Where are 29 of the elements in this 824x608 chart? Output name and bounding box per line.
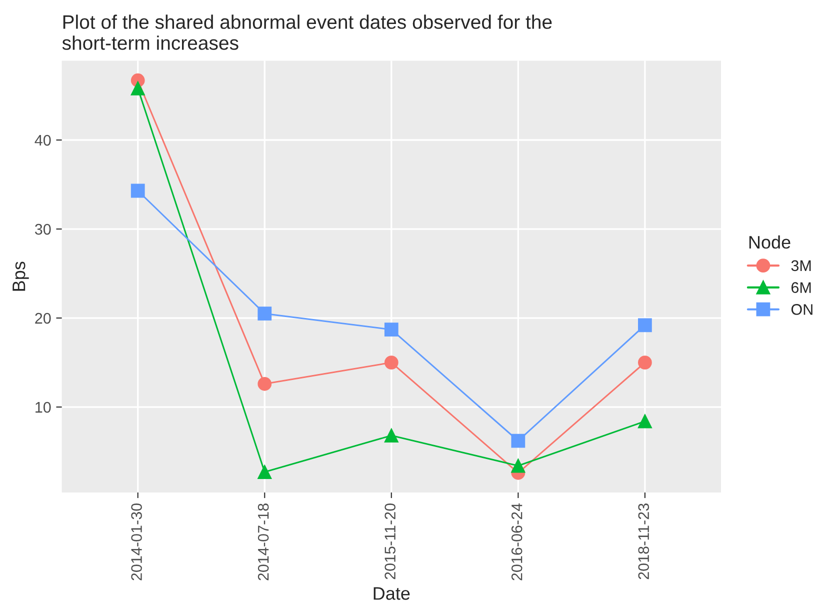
point: [130, 184, 145, 198]
y-tick-label: 10: [36, 402, 51, 413]
chart-title: Plot of the shared abnormal event dates observed for the short-term increases: [62, 14, 552, 50]
x-tick-label: 2014-07-18: [258, 504, 269, 580]
y-tick-label: 40: [34, 134, 51, 146]
point: [258, 376, 272, 391]
point: [638, 318, 652, 332]
x-axis-title: Date: [374, 587, 410, 600]
point: [384, 356, 398, 370]
y-axis-title: Bps: [12, 262, 29, 291]
point: [511, 458, 526, 473]
point: [130, 81, 145, 96]
y-tick-label: 30: [34, 224, 51, 235]
point: [638, 414, 652, 428]
point: [511, 434, 526, 448]
legend-title: Node: [749, 235, 790, 249]
x-tick-label: 2014-01-30: [131, 503, 142, 580]
point: [258, 465, 272, 479]
x-tick-label: 2018-11-23: [638, 504, 650, 580]
legend-label: 6M: [791, 282, 811, 293]
point: [384, 428, 398, 442]
legend-label: 3M: [791, 260, 811, 272]
legend-label: ON: [791, 304, 812, 315]
y-tick-label: 20: [35, 312, 51, 324]
point: [384, 322, 398, 337]
x-tick-label: 2016-06-24: [511, 503, 522, 580]
x-tick-label: 2015-11-20: [384, 503, 396, 580]
point: [638, 356, 652, 370]
point: [258, 306, 272, 321]
